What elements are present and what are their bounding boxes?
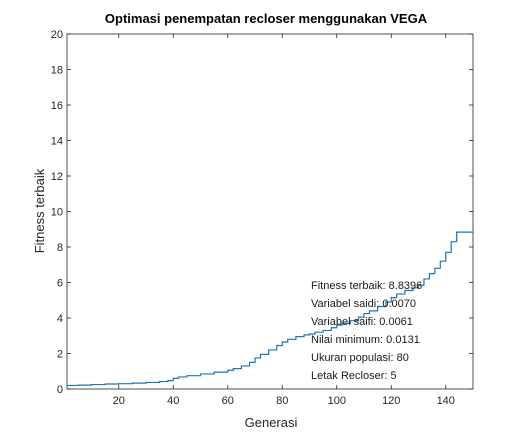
series-line: [67, 231, 473, 387]
y-tick-label: 4: [57, 313, 63, 325]
x-tick-label: 40: [167, 395, 179, 407]
y-tick-label: 2: [57, 349, 63, 361]
y-tick-label: 0: [57, 384, 63, 396]
y-tick-labels: 0 2 4 6 8 10 12 14 16 18 20: [51, 29, 63, 396]
x-tick-label: 60: [222, 395, 234, 407]
x-tick-labels: 20 40 60 80 100 120 140: [113, 395, 455, 407]
y-tick-label: 18: [51, 65, 63, 77]
annotation-line: Fitness terbaik: 8.8396: [311, 280, 422, 292]
x-tick-label: 100: [328, 395, 346, 407]
x-axis-label: Generasi: [245, 415, 298, 430]
annotation-line: Ukuran populasi: 80: [311, 352, 409, 364]
y-tick-label: 20: [51, 29, 63, 41]
y-tick-label: 12: [51, 171, 63, 183]
annotation-line: Variabel saidi: 0.0070: [311, 298, 416, 310]
y-tick-label: 10: [51, 207, 63, 219]
annotation-box: Fitness terbaik: 8.8396 Variabel saidi: 0…: [311, 280, 422, 382]
x-tick-label: 120: [382, 395, 400, 407]
y-tick-label: 14: [51, 136, 63, 148]
x-tick-label: 140: [437, 395, 455, 407]
y-tick-label: 6: [57, 278, 63, 290]
y-axis-label: Fitness terbaik: [32, 168, 47, 253]
chart-title: Optimasi penempatan recloser menggunakan…: [105, 11, 428, 26]
y-tick-label: 16: [51, 100, 63, 112]
x-tick-label: 20: [113, 395, 125, 407]
annotation-line: Nilai minimum: 0.0131: [311, 334, 420, 346]
y-tick-label: 8: [57, 242, 63, 254]
annotation-line: Variabel saifi: 0.0061: [311, 316, 413, 328]
annotation-line: Letak Recloser: 5: [311, 370, 397, 382]
x-tick-label: 80: [276, 395, 288, 407]
tick-marks: [67, 33, 473, 390]
